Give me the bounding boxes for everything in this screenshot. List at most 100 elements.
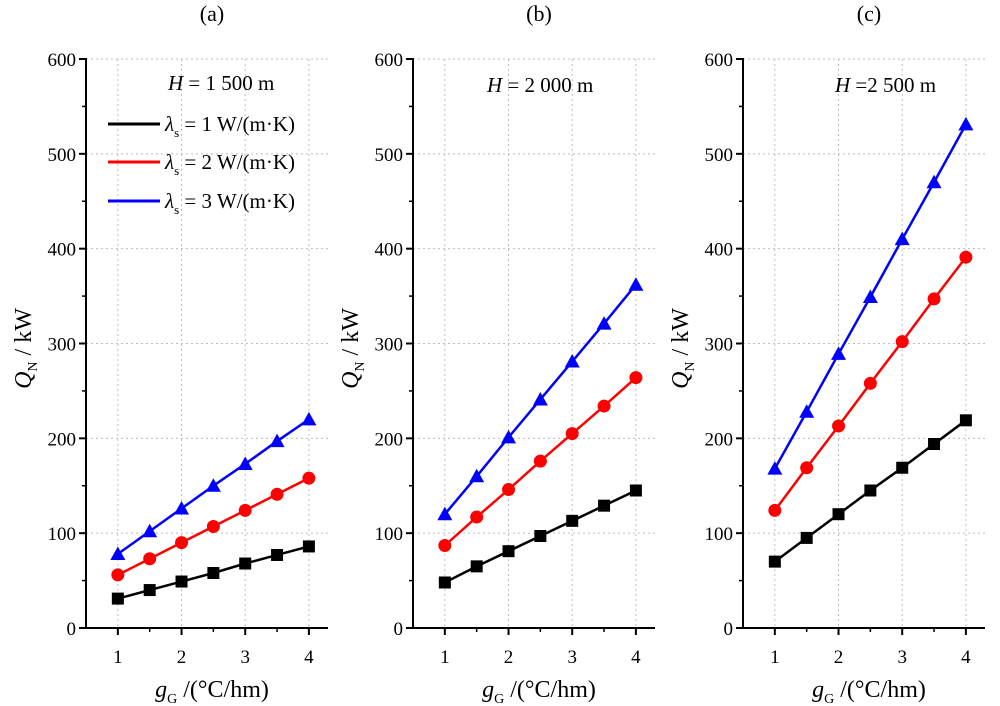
data-point [174, 501, 190, 515]
y-axis-label: QN / kW [11, 308, 41, 389]
data-point [831, 346, 847, 360]
data-point [143, 552, 157, 566]
x-tick-label: 1 [440, 647, 450, 668]
y-tick-label: 0 [394, 619, 404, 640]
data-point [142, 523, 158, 538]
x-tick-label: 1 [770, 647, 780, 668]
data-point [438, 538, 452, 552]
data-point [237, 456, 253, 470]
panel-label: (c) [857, 1, 881, 26]
y-tick-label: 500 [375, 145, 404, 166]
data-point [301, 411, 317, 426]
legend-entry: λs = 1 W/(m·K) [164, 112, 295, 140]
data-point [597, 399, 611, 413]
data-point [895, 335, 909, 349]
y-tick-label: 100 [375, 524, 404, 545]
y-tick-label: 300 [48, 335, 77, 356]
data-point [565, 427, 579, 441]
data-point [502, 545, 515, 558]
legend: λs = 1 W/(m·K) λs = 2 W/(m·K) λs = 3 W/(m·… [108, 112, 295, 217]
y-tick-label: 200 [705, 429, 734, 450]
series-3 [767, 116, 974, 475]
data-point [800, 461, 814, 475]
x-tick-label: 4 [304, 647, 314, 668]
data-point [864, 484, 877, 497]
data-point [958, 116, 974, 131]
data-point [628, 277, 644, 291]
data-point [629, 484, 642, 497]
data-point [959, 414, 972, 427]
data-point [111, 568, 125, 582]
data-point [437, 506, 453, 521]
data-point [143, 584, 156, 597]
data-point [862, 289, 878, 304]
data-point [302, 540, 315, 553]
data-point [533, 454, 547, 468]
data-point [928, 438, 941, 451]
series-2 [768, 250, 973, 517]
x-tick-label: 2 [504, 647, 514, 668]
series-1 [768, 414, 972, 568]
data-point [767, 461, 783, 475]
data-point [205, 478, 221, 492]
data-point [564, 354, 580, 368]
x-axis-label: gG /(°C/hm) [155, 677, 269, 706]
data-point [438, 576, 451, 589]
data-point [768, 555, 781, 568]
series-1 [438, 484, 642, 589]
x-tick-label: 2 [177, 647, 187, 668]
x-axis-label: gG /(°C/hm) [482, 677, 596, 706]
series-2 [111, 471, 316, 582]
data-point [206, 520, 220, 534]
y-axis-label: QN / kW [668, 308, 698, 389]
y-tick-label: 200 [375, 429, 404, 450]
data-point [175, 575, 188, 588]
annotation: H =2 500 m [834, 73, 936, 97]
data-point [111, 592, 124, 605]
panel-label: (b) [526, 1, 552, 26]
data-point [959, 250, 973, 264]
y-axis-label: QN / kW [338, 308, 368, 389]
data-point [598, 499, 611, 512]
data-point [896, 461, 909, 474]
y-tick-label: 300 [705, 335, 734, 356]
x-tick-label: 3 [240, 647, 250, 668]
data-point [470, 510, 484, 524]
y-tick-label: 500 [48, 145, 77, 166]
data-point [832, 419, 846, 433]
y-tick-label: 500 [705, 145, 734, 166]
data-point [799, 404, 815, 418]
data-point [175, 536, 189, 550]
data-point [302, 471, 316, 485]
series-1 [111, 540, 315, 605]
panel-2: 0 100 200 300 400 500 600 1 2 3 4 (b) H = 2 000 m QN … [338, 1, 655, 706]
data-point [832, 508, 845, 521]
data-point [768, 503, 782, 517]
y-tick-label: 0 [67, 619, 77, 640]
data-point [532, 391, 548, 406]
x-tick-label: 3 [567, 647, 577, 668]
panel-label: (a) [200, 1, 224, 26]
y-tick-label: 400 [705, 240, 734, 261]
data-point [110, 546, 126, 561]
data-point [863, 376, 877, 390]
series-2 [438, 371, 643, 552]
y-tick-label: 400 [48, 240, 77, 261]
y-tick-label: 100 [705, 524, 734, 545]
panel-3: 0 100 200 300 400 500 600 1 2 3 4 (c) H =2 500 m QN /… [668, 1, 985, 706]
y-tick-label: 300 [375, 335, 404, 356]
annotation: H = 2 000 m [486, 73, 593, 97]
x-tick-label: 4 [961, 647, 971, 668]
data-point [927, 292, 941, 306]
data-point [470, 560, 483, 573]
data-point [469, 468, 485, 483]
data-point [926, 174, 942, 189]
x-tick-label: 3 [897, 647, 907, 668]
data-point [502, 483, 516, 497]
y-tick-label: 600 [705, 50, 734, 71]
data-point [239, 557, 252, 570]
data-point [800, 531, 813, 544]
data-point [270, 487, 284, 501]
data-point [501, 429, 517, 444]
x-tick-label: 4 [631, 647, 641, 668]
